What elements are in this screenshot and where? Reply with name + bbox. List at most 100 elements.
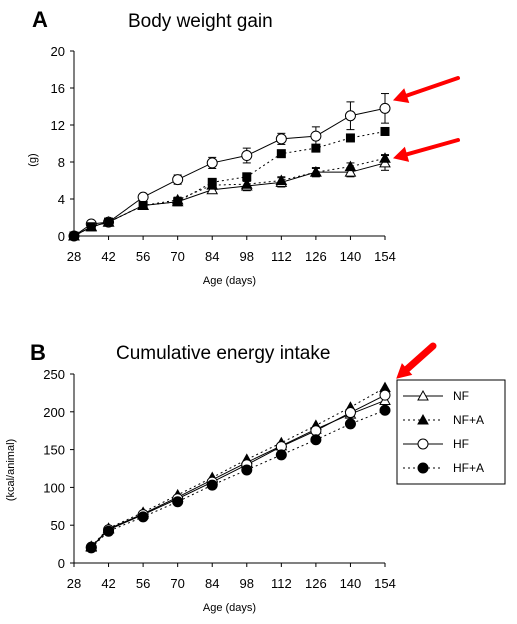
panel-b-legend-marker: [417, 438, 429, 450]
panel-b-x-tick-label: 154: [374, 576, 396, 591]
panel-a-series-hf-plus-a-point: [276, 149, 286, 159]
panel-a-series-hf-plus-a-point: [207, 177, 217, 187]
panel-b-x-tick-label: 98: [240, 576, 254, 591]
panel-a-series-hf-plus-a-point: [86, 222, 96, 232]
panel-b-x-tick-label: 56: [136, 576, 150, 591]
panel-b-x-tick-label: 28: [67, 576, 81, 591]
panel-b-y-tick-label: 250: [43, 367, 65, 382]
panel-a-y-tick-label: 8: [58, 155, 65, 170]
panel-b-y-tick-label: 100: [43, 480, 65, 495]
panel-a-x-tick-label: 84: [205, 249, 219, 264]
panel-a-y-tick-label: 16: [51, 81, 65, 96]
panel-b-x-tick-label: 70: [170, 576, 184, 591]
panel-a-series-nf-plus-a-point: [379, 152, 391, 163]
panel-a-series-hf-plus-a-line: [73, 130, 386, 237]
panel-a-series-nf-plus-a-point: [344, 160, 357, 172]
panel-b-x-tick-label: 84: [205, 576, 219, 591]
panel-a-series-hf-point: [206, 157, 218, 169]
panel-a-letter: A: [32, 7, 48, 32]
panel-b-legend-marker: [417, 413, 429, 425]
red-arrow-nf-shaft: [404, 138, 460, 157]
panel-a-series-hf-plus-a-point: [242, 172, 252, 182]
panel-a-y-axis-label: (g): [27, 153, 39, 166]
panel-b-series-hf-line: [90, 394, 386, 548]
panel-b-legend-label: HF: [453, 437, 469, 451]
panel-b-series-nf-plus-a-line: [90, 387, 386, 547]
panel-b-series-hf-plus-a-point: [379, 404, 391, 416]
panel-b-series-hf-plus-a-point: [137, 511, 149, 523]
panel-a-y-tick-label: 0: [58, 229, 65, 244]
panel-a-series-hf-plus-a-point: [173, 197, 183, 207]
panel-b-series-hf-plus-a-point: [85, 542, 97, 554]
panel-b-legend-label: NF: [453, 389, 469, 403]
panel-a-x-axis-label: Age (days): [203, 275, 256, 287]
panel-b-x-tick-label: 140: [340, 576, 362, 591]
panel-a-series-hf-point: [379, 102, 391, 114]
panel-a-series-hf-plus-a-point: [311, 143, 321, 153]
panel-a-series-nf-plus-a-point: [310, 166, 322, 177]
panel-a-x-tick-label: 112: [271, 249, 292, 264]
panel-a-series-hf-plus-a-point: [69, 231, 79, 241]
panel-b-x-tick-label: 126: [305, 576, 327, 591]
panel-b-x-axis-label: Age (days): [203, 602, 256, 614]
red-arrow-nf-head: [392, 146, 410, 162]
panel-b-series-hf-point: [310, 425, 322, 437]
panel-b-letter: B: [30, 340, 46, 365]
panel-a-series-hf-point: [137, 191, 149, 203]
panel-a-y-tick-label: 20: [51, 44, 65, 59]
panel-a-x-tick-label: 56: [136, 249, 150, 264]
panel-b-series-hf-point: [379, 389, 391, 401]
panel-b-series-hf-plus-a-point: [206, 479, 218, 491]
panel-a-series-nf-line: [73, 162, 386, 237]
panel-a-x-tick-label: 140: [340, 249, 362, 264]
panel-a-series-hf-point: [241, 150, 253, 162]
panel-b-y-axis-label: (kcal/animal): [5, 439, 17, 501]
red-arrow-hf-head: [393, 88, 410, 104]
panel-b-series-hf-point: [344, 407, 356, 419]
panel-a-series-hf-point: [275, 133, 287, 145]
panel-a-series-nf-plus-a-point: [275, 174, 288, 185]
panel-b-legend-label: NF+A: [453, 413, 484, 427]
panel-b-y-tick-label: 50: [51, 518, 65, 533]
panel-b-title: Cumulative energy intake: [116, 343, 330, 364]
panel-a-series-hf-plus-a-point: [104, 217, 114, 227]
red-arrow-energy: [396, 342, 437, 379]
panel-b-legend-marker: [417, 389, 429, 401]
panel-a-series-nf-plus-a-line: [73, 157, 386, 237]
panel-a-y-tick-label: 4: [58, 192, 65, 207]
panel-a-series-nf-plus-a-point: [240, 178, 253, 189]
panel-a-x-tick-label: 70: [170, 249, 184, 264]
panel-b-legend-label: HF+A: [453, 461, 484, 475]
panel-a-series-hf-plus-a-point: [345, 133, 355, 143]
panel-b-series-hf-plus-a-point: [275, 449, 287, 461]
panel-b-series-hf-plus-a-point: [103, 525, 115, 537]
panel-a-y-tick-label: 12: [51, 118, 65, 133]
panel-a-x-tick-label: 42: [101, 249, 115, 264]
panel-a-title: Body weight gain: [128, 11, 273, 32]
panel-a-series-nf-point: [344, 166, 357, 177]
panel-a-series-hf-point: [172, 174, 184, 186]
panel-b-y-tick-label: 150: [43, 443, 65, 458]
panel-a-x-tick-label: 126: [305, 249, 327, 264]
panel-a-x-tick-label: 98: [240, 249, 254, 264]
panel-b-y-tick-label: 0: [58, 556, 65, 571]
panel-b-y-tick-label: 200: [43, 405, 65, 420]
panel-b-series-hf-plus-a-point: [172, 496, 184, 508]
red-arrow-hf-shaft: [404, 76, 460, 98]
panel-b-series-hf-plus-a-point: [310, 434, 322, 446]
red-arrow-energy-shaft: [403, 342, 437, 373]
panel-a-series-hf-plus-a-point: [380, 126, 390, 136]
panel-a-series-hf-plus-a-point: [138, 200, 148, 210]
panel-a-x-tick-label: 28: [67, 249, 81, 264]
panel-b-series-hf-plus-a-line: [90, 409, 386, 549]
panel-b-x-tick-label: 42: [101, 576, 115, 591]
red-arrow-nf: [392, 138, 460, 162]
panel-a-series-hf-point: [344, 110, 356, 122]
panel-b-series-hf-plus-a-point: [241, 464, 253, 476]
panel-b-x-tick-label: 112: [271, 576, 292, 591]
red-arrow-energy-head: [396, 363, 413, 379]
panel-b-legend-marker: [417, 462, 429, 474]
panel-a-series-hf-point: [310, 130, 322, 142]
